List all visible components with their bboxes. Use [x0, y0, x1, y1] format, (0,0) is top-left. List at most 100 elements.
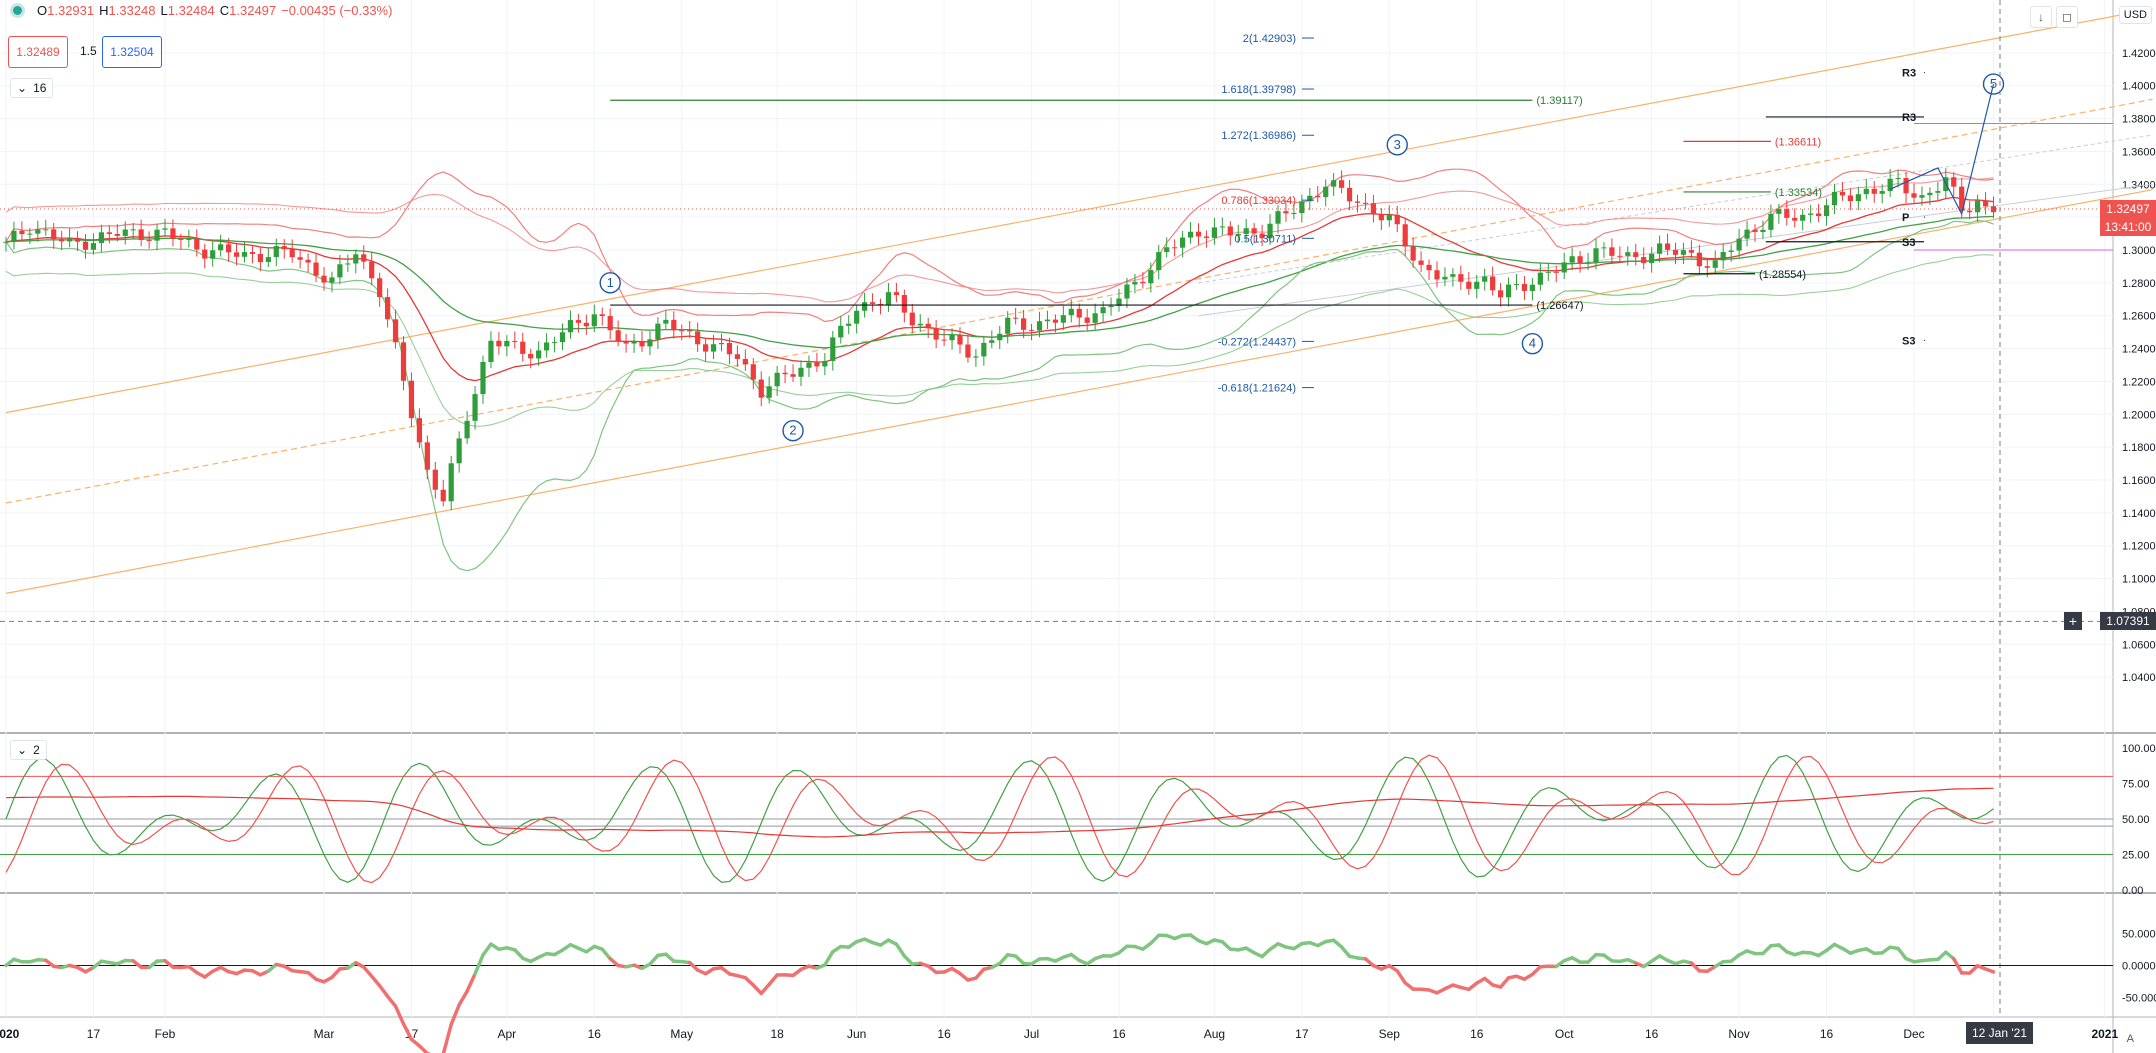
candle-body — [1760, 229, 1766, 232]
candle-body — [226, 244, 232, 253]
momentum-segment — [1983, 967, 1996, 974]
momentum-segment — [1013, 954, 1026, 966]
candle-body — [1633, 252, 1639, 258]
candle-body — [1585, 262, 1591, 264]
candle-body — [862, 302, 868, 311]
candle-body — [1625, 252, 1631, 256]
time-tick-label: May — [670, 1027, 693, 1041]
candle-body — [122, 229, 128, 236]
candle-body — [1466, 281, 1472, 289]
candle-body — [1800, 214, 1806, 221]
momentum-segment — [974, 967, 986, 980]
currency-label[interactable]: USD — [2118, 6, 2152, 24]
buy-button[interactable]: 1.32504 — [102, 36, 162, 68]
candle-body — [869, 302, 876, 304]
elliott-wave-label: 4 — [1529, 336, 1536, 351]
time-tick-label: 16 — [588, 1027, 602, 1041]
momentum-segment — [1896, 946, 1908, 961]
add-alert-icon[interactable]: + — [2064, 612, 2082, 631]
momentum-segment — [902, 954, 915, 966]
candle-body — [901, 295, 907, 313]
candle-body — [440, 489, 446, 502]
candle-body — [965, 344, 971, 358]
time-tick-label: 16 — [1820, 1027, 1834, 1041]
candle-body — [1879, 191, 1885, 194]
candle-body — [1482, 276, 1488, 282]
countdown-label: 13:41:00 — [2100, 217, 2156, 236]
candle-body — [790, 374, 796, 377]
candle-body — [1418, 260, 1424, 265]
price-level-label: (1.33534) — [1775, 187, 1822, 199]
pivot-label: P — [1902, 212, 1909, 224]
candle-body — [1315, 195, 1321, 198]
price-tick-label: 1.14000 — [2122, 508, 2156, 520]
candle-body — [647, 339, 653, 347]
momentum-segment — [465, 972, 477, 994]
candle-body — [1219, 226, 1225, 228]
momentum-segment — [377, 984, 390, 999]
candle-body — [361, 254, 367, 262]
candle-body — [1839, 191, 1846, 196]
candle-body — [1903, 177, 1909, 194]
time-tick-label: 2020 — [0, 1027, 20, 1041]
candle-body — [854, 310, 860, 324]
price-tick-label: 1.42000 — [2122, 48, 2156, 60]
candle-body — [615, 330, 621, 342]
candle-body — [1140, 281, 1146, 284]
candle-body — [1982, 200, 1989, 207]
candle-body — [710, 344, 717, 352]
candle-body — [1513, 283, 1520, 285]
candle-body — [591, 314, 597, 327]
candle-body — [504, 340, 510, 347]
price-tick-label: 1.06000 — [2122, 639, 2156, 651]
auto-scale-icon[interactable]: A — [2126, 1033, 2134, 1045]
candle-body — [1235, 233, 1241, 236]
collapse-icon: ⌄ — [17, 81, 28, 95]
momentum-segment — [1395, 969, 1407, 985]
candle-body — [1505, 284, 1512, 298]
candle-body — [1776, 209, 1782, 214]
candle-body — [1164, 247, 1170, 253]
momentum-segment — [513, 948, 525, 960]
candle-body — [925, 323, 931, 329]
candle-body — [846, 323, 852, 326]
time-tick-label: Aug — [1204, 1027, 1225, 1041]
candle-body — [1657, 243, 1663, 254]
time-tick-label: 16 — [937, 1027, 951, 1041]
arrow-down-icon[interactable]: ↓ — [2030, 6, 2052, 28]
candle-body — [806, 362, 812, 368]
candle-body — [1267, 223, 1273, 239]
candle-body — [1768, 213, 1774, 230]
candle-body — [1354, 201, 1361, 203]
ma-indicator-legend[interactable]: ⌄ 16 — [10, 78, 54, 98]
elliott-wave-label: 2 — [789, 423, 796, 438]
candle-body — [1092, 313, 1098, 323]
candle-body — [1672, 249, 1679, 255]
stoch-tick-label: 100.00 — [2122, 743, 2156, 755]
trend-channel-line — [5, 98, 2153, 504]
momentum-segment — [1149, 933, 1161, 946]
momentum-segment — [369, 974, 382, 988]
maximize-icon[interactable]: ◻ — [2056, 6, 2078, 28]
fib-level-label: 0.5(1.30711) — [1234, 233, 1296, 245]
candle-body — [321, 275, 327, 283]
candle-body — [1362, 202, 1369, 204]
stoch-indicator-legend[interactable]: ⌄ 2 — [10, 740, 47, 760]
candle-body — [1847, 195, 1853, 202]
candle-body — [1951, 177, 1957, 187]
time-tick-label: Jun — [847, 1027, 866, 1041]
candle-body — [1744, 229, 1750, 239]
candle-body — [1180, 237, 1186, 248]
candle-body — [1156, 252, 1162, 271]
sell-button[interactable]: 1.32489 — [8, 36, 68, 68]
candle-body — [1601, 247, 1607, 249]
time-tick-label: 17 — [87, 1027, 101, 1041]
candle-body — [1370, 203, 1376, 215]
candle-body — [1871, 188, 1877, 194]
candle-body — [663, 319, 669, 324]
price-tick-label: 1.40000 — [2122, 81, 2156, 93]
candle-body — [1060, 315, 1066, 323]
momentum-segment — [664, 952, 676, 963]
time-tick-label: 2021 — [2091, 1027, 2118, 1041]
